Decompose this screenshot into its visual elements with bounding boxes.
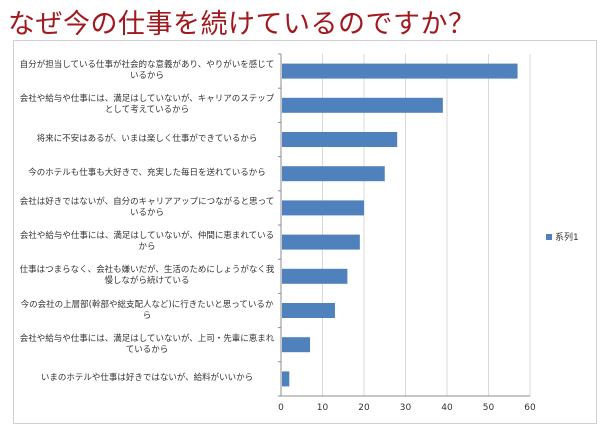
page-title: なぜ今の仕事を続けているのですか？ [8,9,476,40]
category-label: 仕事はつまらなく、会社も嫌いだが、生活のためにしょうがなく我慢しながら続けている [19,265,275,287]
x-tick-label: 30 [400,403,412,413]
legend-label: 系列1 [555,233,579,243]
bar [282,200,364,216]
category-label: 自分が担当している仕事が社会的な意義があり、やりがいを感じているから [19,60,275,82]
bar [282,97,443,113]
category-label: 会社や給与や仕事には、満足はしていないが、仲間に恵まれているから [19,231,275,253]
bar [282,303,335,318]
bar [282,166,385,182]
x-tick-label: 20 [358,403,370,413]
bar [282,337,311,353]
legend: 系列1 [546,230,579,243]
x-tick-label: 60 [524,403,536,413]
legend-swatch [546,233,552,240]
bar [282,132,398,147]
x-tick-label: 10 [317,403,329,413]
bar [282,63,518,79]
bar [282,371,290,387]
category-label: 会社は好きではないが、自分のキャリアアップにつながると思っているから [19,196,275,218]
category-label: 会社や給与や仕事には、満足はしていないが、上司・先輩に恵まれているから [19,333,275,355]
category-label: 今の会社の上層部(幹部や総支配人など)に行きたいと思っているから [20,299,274,321]
x-tick-label: 0 [278,403,284,413]
x-tick-label: 50 [483,403,495,413]
bar [282,268,348,284]
bar [282,234,360,250]
category-label: 将来に不安はあるが、いまは楽しく仕事ができているから [36,134,258,144]
category-label: 会社や給与や仕事には、満足はしていないが、キャリアのステップとして考えているから [19,94,275,116]
category-label: 今のホテルも仕事も大好きで、充実した毎日を送れているから [28,168,266,179]
x-tick-label: 40 [441,403,453,413]
category-label: いまのホテルや仕事は好きではないが、給料がいいから [40,373,254,384]
